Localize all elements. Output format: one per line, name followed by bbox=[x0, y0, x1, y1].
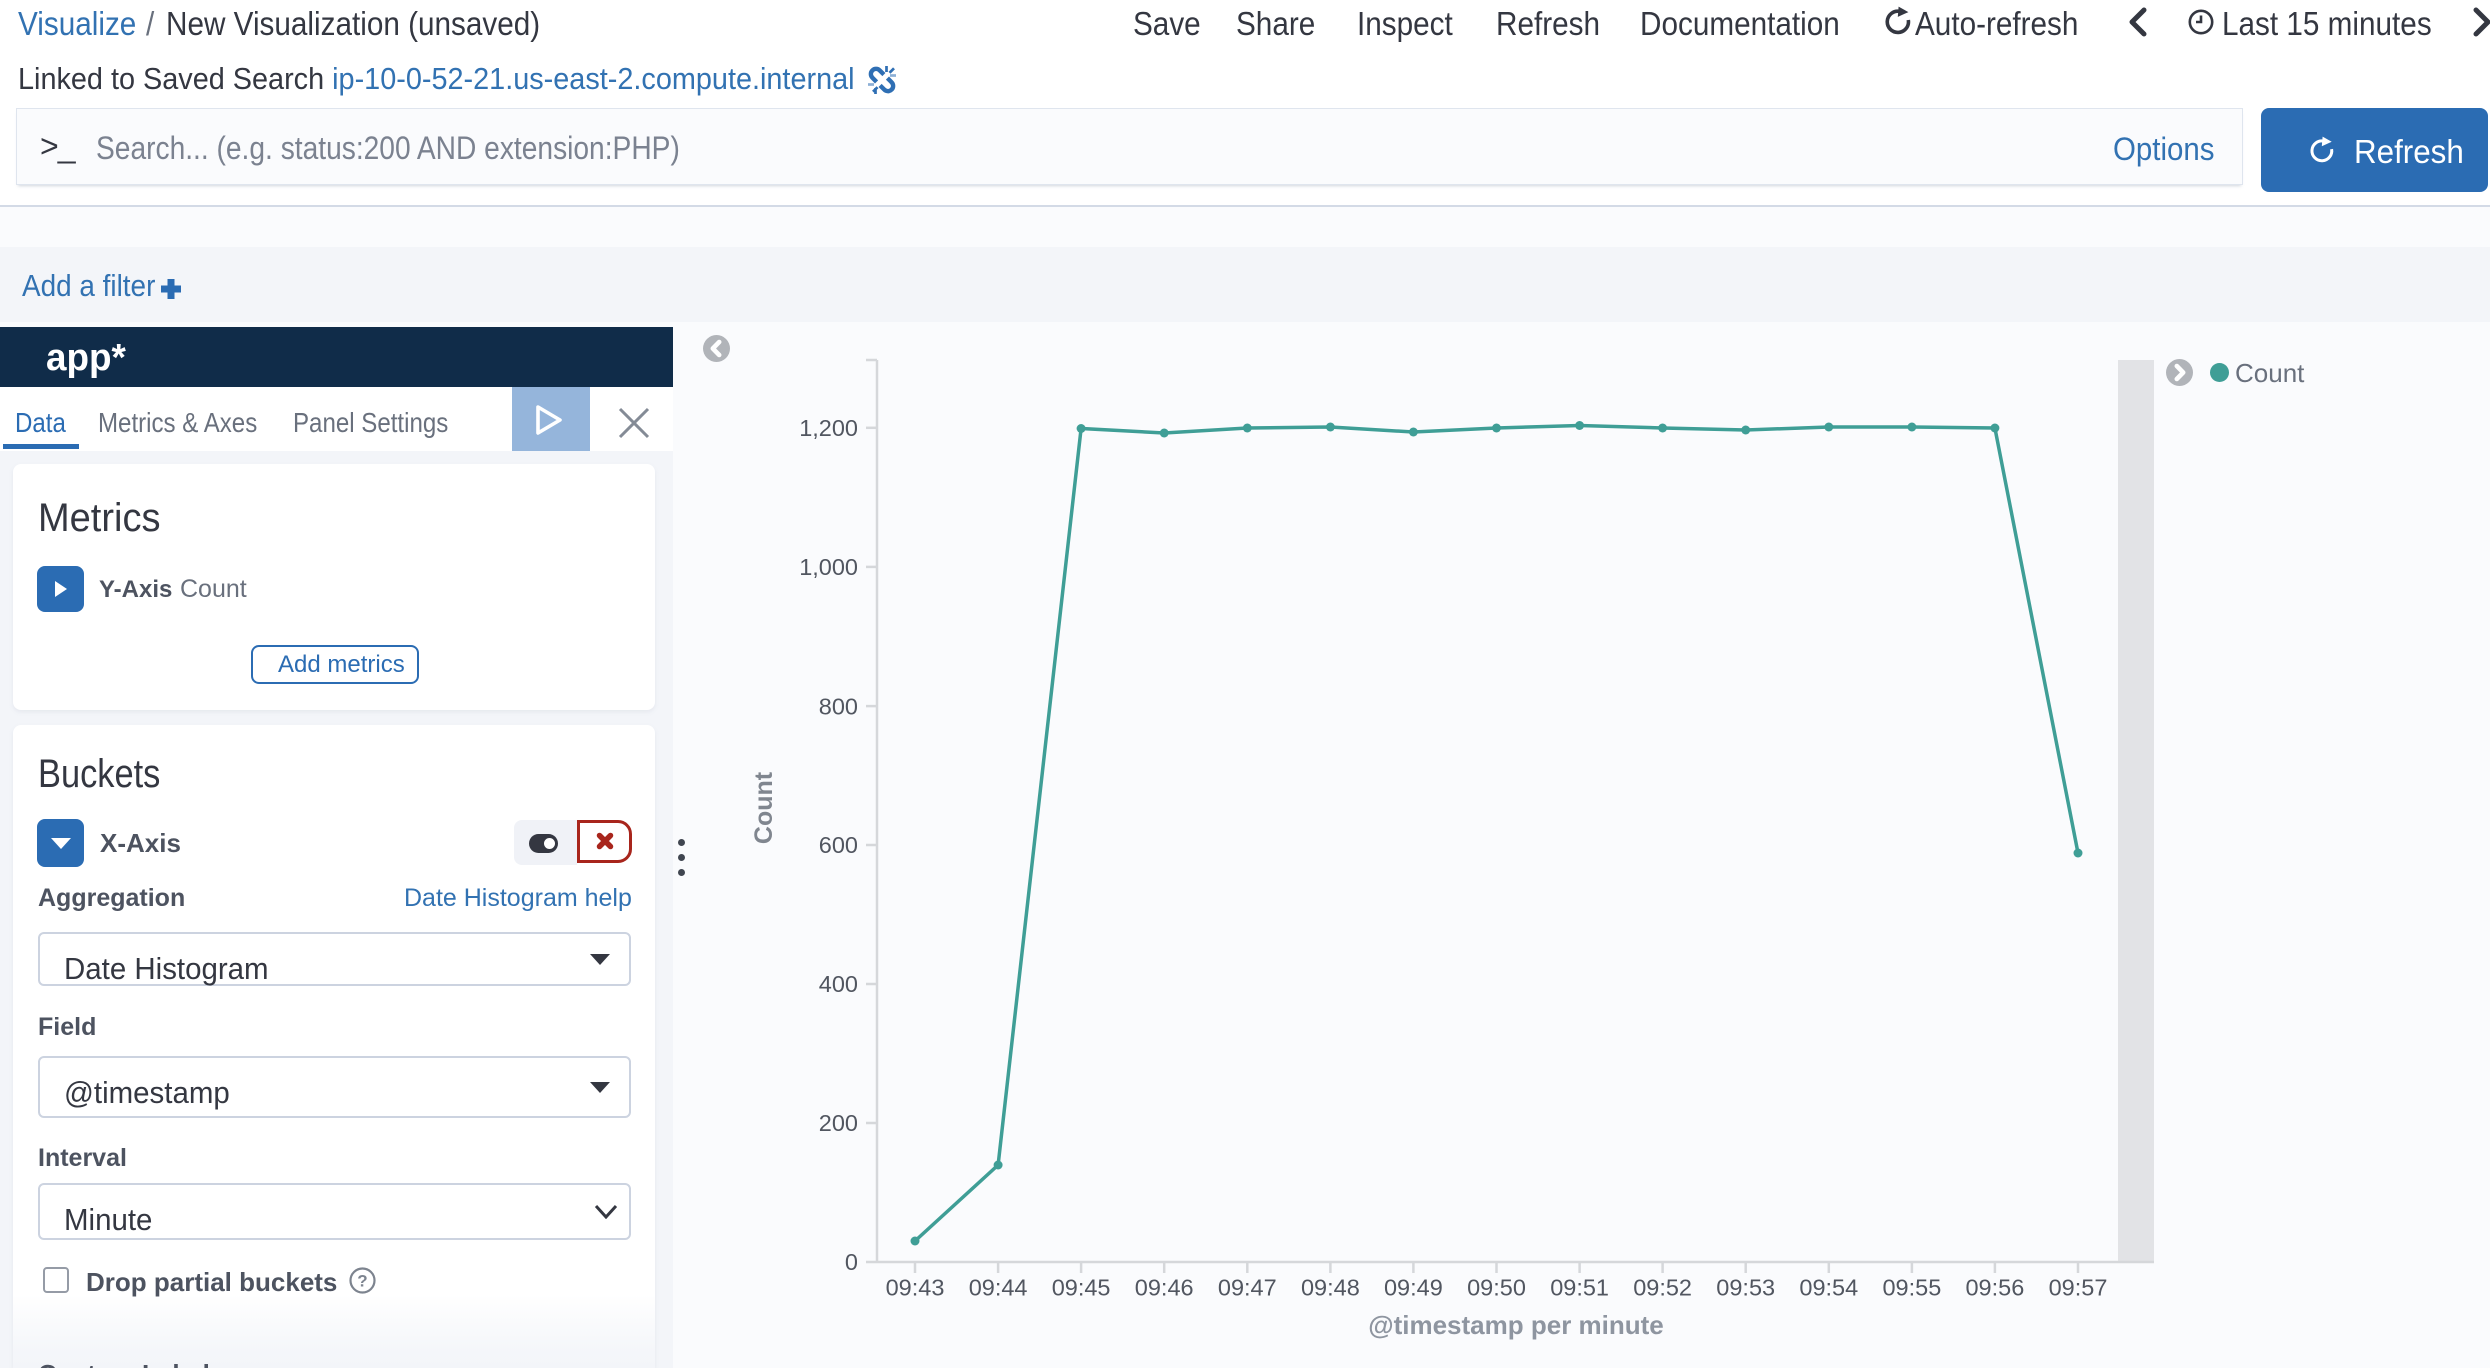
svg-text:09:51: 09:51 bbox=[1550, 1274, 1609, 1300]
svg-text:09:47: 09:47 bbox=[1218, 1274, 1277, 1300]
svg-text:09:56: 09:56 bbox=[1965, 1274, 2024, 1300]
svg-text:@timestamp per minute: @timestamp per minute bbox=[1368, 1310, 1664, 1340]
svg-text:600: 600 bbox=[819, 832, 858, 858]
svg-text:09:49: 09:49 bbox=[1384, 1274, 1443, 1300]
svg-text:09:48: 09:48 bbox=[1301, 1274, 1360, 1300]
svg-text:09:53: 09:53 bbox=[1716, 1274, 1775, 1300]
svg-text:09:44: 09:44 bbox=[969, 1274, 1028, 1300]
svg-text:400: 400 bbox=[819, 971, 858, 997]
svg-text:09:50: 09:50 bbox=[1467, 1274, 1526, 1300]
svg-text:800: 800 bbox=[819, 693, 858, 719]
svg-text:09:43: 09:43 bbox=[886, 1274, 945, 1300]
svg-text:09:54: 09:54 bbox=[1799, 1274, 1858, 1300]
svg-text:200: 200 bbox=[819, 1110, 858, 1136]
svg-text:1,200: 1,200 bbox=[799, 415, 858, 441]
svg-text:?: ? bbox=[357, 1272, 367, 1291]
svg-text:09:52: 09:52 bbox=[1633, 1274, 1692, 1300]
svg-text:09:57: 09:57 bbox=[2049, 1274, 2108, 1300]
svg-text:1,000: 1,000 bbox=[799, 554, 858, 580]
svg-text:09:45: 09:45 bbox=[1052, 1274, 1111, 1300]
svg-text:09:55: 09:55 bbox=[1882, 1274, 1941, 1300]
svg-text:09:46: 09:46 bbox=[1135, 1274, 1194, 1300]
svg-text:Count: Count bbox=[750, 771, 778, 844]
svg-text:0: 0 bbox=[845, 1249, 858, 1275]
